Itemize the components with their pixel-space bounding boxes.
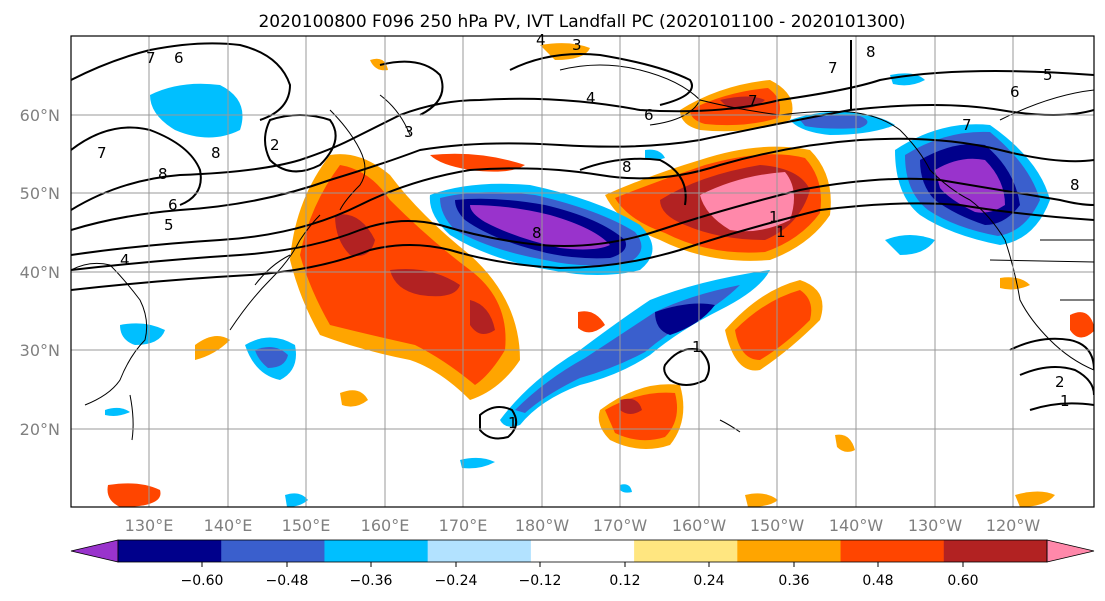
contour-label: 1 — [769, 208, 779, 226]
contour-label: 1 — [776, 223, 786, 241]
contour-label: 2 — [1055, 373, 1065, 391]
colorbar-segment — [427, 540, 532, 562]
contour-label: 3 — [404, 123, 414, 141]
map-area: 6 7 7 8 8 6 2 4 5 3 4 6 7 8 7 5 6 8 7 4 … — [70, 31, 1095, 508]
lon-label: 160°E — [361, 516, 410, 535]
contour-label: 4 — [120, 251, 130, 269]
map-title: 2020100800 F096 250 hPa PV, IVT Landfall… — [258, 12, 905, 32]
contour-label: 6 — [1010, 83, 1020, 101]
lon-label: 180°W — [515, 516, 570, 535]
colorbar-label: −0.60 — [181, 573, 224, 589]
colorbar-labels: −0.60 −0.48 −0.36 −0.24 −0.12 0.12 0.24 … — [181, 573, 979, 589]
lon-label: 170°W — [593, 516, 648, 535]
colorbar-extend-low — [70, 539, 119, 563]
lat-label: 40°N — [20, 263, 60, 282]
contour-label: 4 — [536, 31, 546, 49]
colorbar-segment — [324, 540, 429, 562]
colorbar-label: 0.24 — [693, 573, 724, 589]
colorbar-label: 0.60 — [947, 573, 978, 589]
contour-label: 8 — [1070, 176, 1080, 194]
contour-label: 7 — [97, 144, 107, 162]
contour-label: 6 — [644, 106, 654, 124]
contour-label: 8 — [158, 165, 168, 183]
contour-label: 7 — [828, 59, 838, 77]
lon-label: 130°W — [908, 516, 963, 535]
contour-label: 3 — [572, 36, 582, 54]
negative-anomaly-jet-entrance — [429, 183, 653, 275]
lon-label: 150°W — [750, 516, 805, 535]
contour-label: 8 — [532, 224, 542, 242]
gridlines — [71, 36, 1094, 507]
colorbar-label: −0.36 — [350, 573, 393, 589]
contour-label: 4 — [586, 89, 596, 107]
colorbar-segment — [118, 540, 222, 562]
contour-label-group: 6 7 7 8 8 6 2 4 5 3 4 6 7 8 7 5 6 8 7 4 … — [97, 31, 1080, 432]
contour-label: 7 — [962, 116, 972, 134]
contour-label: 8 — [211, 144, 221, 162]
contour-label: 1 — [692, 338, 702, 356]
contour-label: 1 — [508, 414, 518, 432]
colorbar-segment — [221, 540, 325, 562]
latitude-labels: 60°N 50°N 40°N 30°N 20°N — [20, 106, 60, 439]
colorbar-segment — [530, 540, 635, 562]
contour-label: 2 — [270, 136, 280, 154]
colorbar: −0.60 −0.48 −0.36 −0.24 −0.12 0.12 0.24 … — [70, 539, 1095, 589]
contour-label: 6 — [168, 196, 178, 214]
lon-label: 150°E — [282, 516, 331, 535]
lon-label: 140°W — [829, 516, 884, 535]
colorbar-label: −0.48 — [266, 573, 309, 589]
positive-anomaly-alaska — [680, 80, 793, 132]
colorbar-label: −0.24 — [435, 573, 478, 589]
map-frame — [70, 35, 1095, 508]
colorbar-segment — [737, 540, 842, 562]
colorbar-segment — [840, 540, 945, 562]
lon-label: 130°E — [125, 516, 174, 535]
colorbar-label: 0.48 — [862, 573, 893, 589]
positive-anomaly-subtropics — [107, 43, 1094, 507]
colorbar-segment — [943, 540, 1048, 562]
colorbar-segments — [70, 539, 1095, 563]
colorbar-extend-high — [1046, 539, 1095, 563]
longitude-labels: 130°E 140°E 150°E 160°E 170°E 180°W 170°… — [125, 516, 1041, 535]
colorbar-ticks — [201, 562, 964, 567]
shaded-anomalies — [105, 43, 1094, 507]
negative-anomaly-tropical-trough — [500, 270, 770, 427]
colorbar-label: 0.36 — [778, 573, 809, 589]
lon-label: 160°W — [672, 516, 727, 535]
colorbar-label: 0.12 — [609, 573, 640, 589]
colorbar-segment — [634, 540, 738, 562]
contour-label: 8 — [622, 158, 632, 176]
lat-label: 60°N — [20, 106, 60, 125]
colorbar-label: −0.12 — [519, 573, 562, 589]
negative-anomaly-west — [105, 73, 935, 507]
contour-label: 7 — [146, 49, 156, 67]
lat-label: 20°N — [20, 420, 60, 439]
contour-label: 6 — [174, 49, 184, 67]
contour-label: 1 — [1060, 392, 1070, 410]
contour-label: 5 — [164, 216, 174, 234]
lon-label: 120°W — [986, 516, 1041, 535]
pv-contours — [71, 40, 1094, 440]
lat-label: 50°N — [20, 184, 60, 203]
lat-label: 30°N — [20, 341, 60, 360]
contour-label: 8 — [866, 43, 876, 61]
contour-label: 7 — [748, 92, 758, 110]
contour-label: 5 — [1043, 66, 1053, 84]
lon-label: 170°E — [439, 516, 488, 535]
colorbar-frame — [117, 539, 1048, 563]
lon-label: 140°E — [204, 516, 253, 535]
